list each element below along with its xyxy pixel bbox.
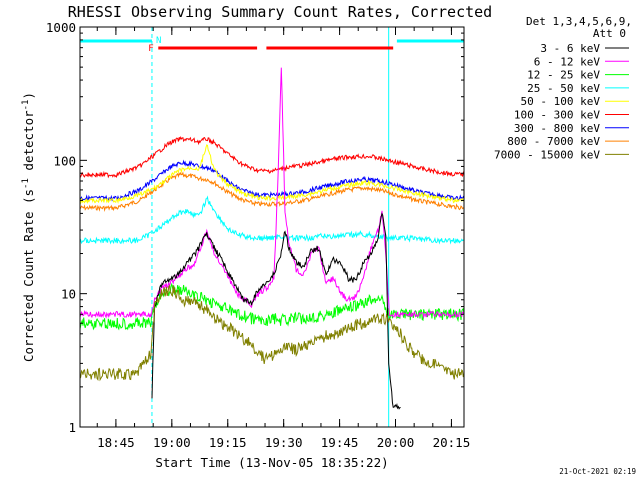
x-axis-ticks: 18:45 19:00 19:15 19:30 19:45 20:00 20:15	[96, 27, 471, 450]
y-axis-label: Corrected Count Rate (s-1 detector-1)	[21, 92, 36, 362]
y-label-part: detector	[21, 110, 36, 178]
series-line	[79, 195, 465, 245]
series-line	[151, 212, 401, 410]
legend-entry-label: 800 - 7000 keV	[507, 135, 600, 148]
y-label-sup: -1	[21, 100, 31, 111]
series-lines	[79, 67, 465, 410]
detector-info-line: Det 1,3,4,5,6,9,	[526, 15, 632, 28]
x-tick-label: 20:00	[377, 435, 415, 450]
vertical-markers	[79, 27, 465, 427]
series-line	[79, 282, 465, 331]
y-tick-label: 1	[68, 420, 76, 435]
x-tick-label: 19:45	[321, 435, 359, 450]
flare-flag-label: F	[148, 44, 153, 54]
night-flag-label: N	[156, 36, 161, 46]
y-label-sup: -1	[21, 178, 31, 189]
y-label-part: Corrected Count Rate (s	[21, 189, 36, 362]
detector-info-line: Att 0	[593, 27, 626, 40]
x-tick-label: 20:15	[433, 435, 471, 450]
y-tick-label: 10	[61, 287, 76, 302]
series-line	[79, 284, 465, 382]
legend-entry-label: 300 - 800 keV	[514, 122, 600, 135]
legend-entry-label: 100 - 300 keV	[514, 109, 600, 122]
timestamp: 21-Oct-2021 02:19	[559, 467, 636, 476]
series-line	[79, 171, 465, 212]
legend-entry-label: 7000 - 15000 keV	[494, 148, 600, 161]
series-line	[79, 135, 465, 179]
x-tick-label: 19:15	[209, 435, 247, 450]
y-tick-label: 100	[53, 153, 76, 168]
legend-entry-label: 25 - 50 keV	[527, 82, 600, 95]
y-axis-ticks: 1 10 100 1000	[46, 20, 464, 435]
series-line	[79, 159, 465, 202]
y-label-part: )	[21, 92, 36, 100]
y-tick-label: 1000	[46, 20, 76, 35]
legend-entry-label: 6 - 12 keV	[534, 55, 601, 68]
legend-entry-label: 12 - 25 keV	[527, 69, 600, 82]
chart-title: RHESSI Observing Summary Count Rates, Co…	[68, 3, 492, 21]
x-tick-label: 18:45	[97, 435, 135, 450]
x-axis-label: Start Time (13-Nov-05 18:35:22)	[155, 455, 388, 470]
plot-frame	[79, 26, 465, 428]
series-line	[79, 67, 465, 319]
state-flag-bars: NF	[80, 36, 464, 54]
x-tick-label: 19:00	[153, 435, 191, 450]
x-tick-label: 19:30	[265, 435, 303, 450]
series-line	[79, 144, 465, 205]
legend-entry-label: 3 - 6 keV	[540, 42, 600, 55]
legend-entry-label: 50 - 100 keV	[521, 95, 601, 108]
